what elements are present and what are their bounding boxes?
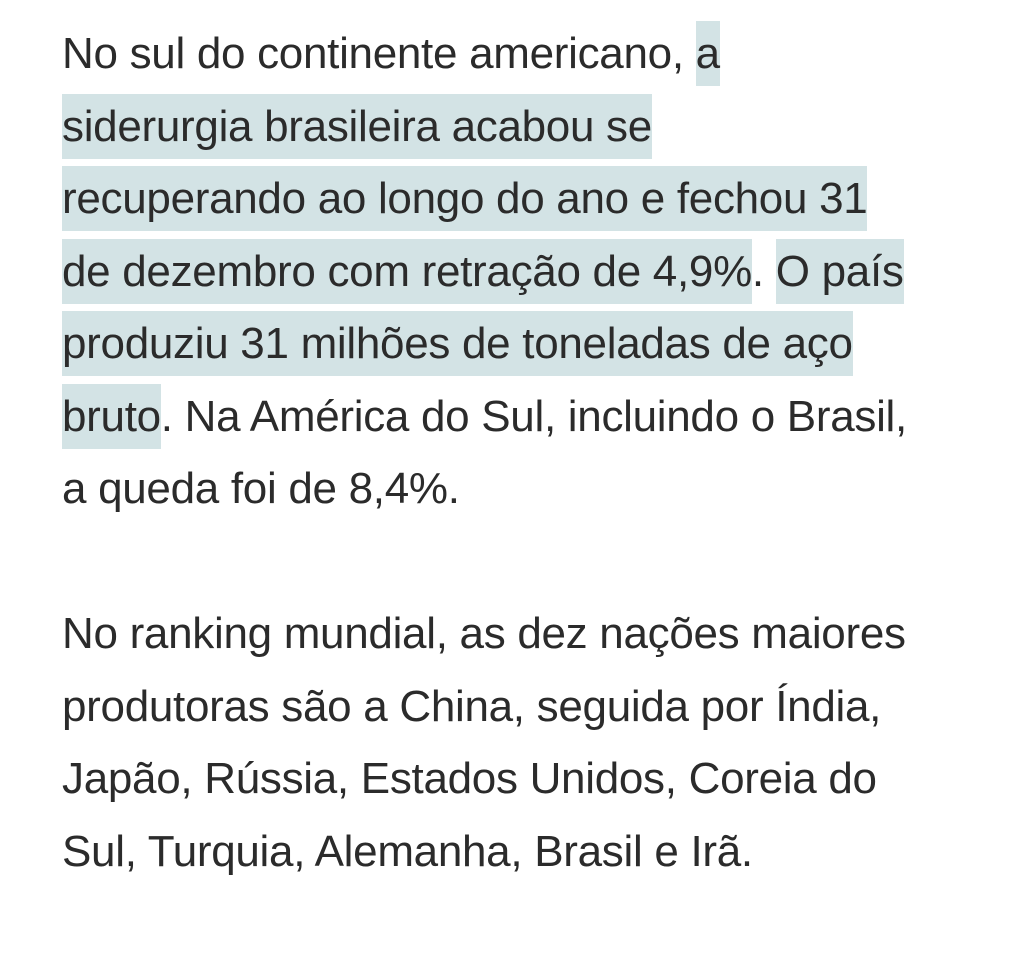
text-line: No sul do continente americano, a [62,18,907,91]
text-line: de dezembro com retração de 4,9%. O país [62,236,907,309]
text-line: recuperando ao longo do ano e fechou 31 [62,163,907,236]
highlighted-text: recuperando ao longo do ano e fechou 31 [62,166,868,231]
text-line: Sul, Turquia, Alemanha, Brasil e Irã. [62,816,907,889]
text-segment: No sul do continente americano, [62,29,696,78]
paragraph: No sul do continente americano, a siderur… [62,18,907,526]
highlighted-text: siderurgia brasileira acabou se [62,93,652,159]
text-segment: No ranking mundial, as dez nações maiore… [62,609,906,658]
highlighted-text: bruto [62,383,161,449]
text-segment: . [751,246,776,296]
text-line: produziu 31 milhões de toneladas de aço [62,308,907,381]
text-segment: produtoras são a China, seguida por Índi… [62,681,882,731]
highlighted-text: O país [775,238,904,304]
article-body: No sul do continente americano, a siderur… [62,18,907,961]
text-line: No ranking mundial, as dez nações maiore… [62,598,907,671]
text-line: produtoras são a China, seguida por Índi… [62,671,907,744]
paragraph: No ranking mundial, as dez nações maiore… [62,598,907,888]
text-line: a queda foi de 8,4%. [62,453,907,526]
text-segment: a queda foi de 8,4%. [62,464,460,513]
highlighted-text: de dezembro com retração de 4,9% [62,238,752,304]
text-segment: Sul, Turquia, Alemanha, Brasil e Irã. [62,826,753,876]
text-segment: Japão, Rússia, Estados Unidos, Coreia do [62,754,877,803]
text-line: bruto. Na América do Sul, incluindo o Br… [62,381,907,454]
text-line: siderurgia brasileira acabou se [62,91,907,164]
highlighted-text: a [695,21,720,86]
text-line: Japão, Rússia, Estados Unidos, Coreia do [62,743,907,816]
text-segment: . Na América do Sul, incluindo o Brasil, [160,391,907,441]
highlighted-text: produziu 31 milhões de toneladas de aço [62,311,853,376]
